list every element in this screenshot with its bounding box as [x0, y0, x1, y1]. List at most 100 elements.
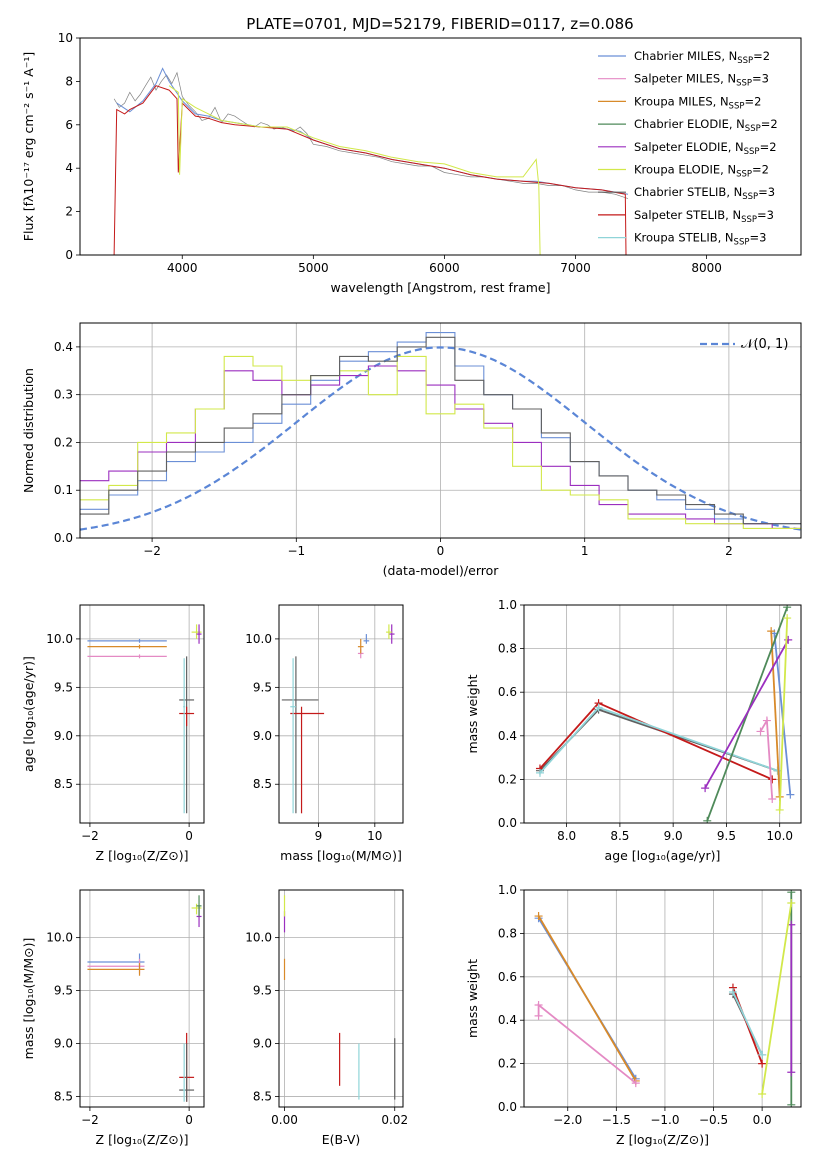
- y-tick-label: 6: [65, 118, 73, 132]
- x-axis-label: Z [log₁₀(Z/Z⊙)]: [96, 1132, 189, 1147]
- series-kroupa-elodie: [761, 902, 793, 1095]
- y-tick-label: 9.0: [253, 729, 272, 743]
- x-tick-label: 4000: [167, 261, 198, 275]
- y-axis-label: Normed distribution: [21, 368, 36, 493]
- data-point: [783, 605, 792, 612]
- y-tick-label: 0.4: [498, 1013, 517, 1027]
- axes-frame: [523, 889, 802, 1108]
- series-chabrier-miles: [116, 67, 629, 195]
- y-axis-label: mass weight: [465, 959, 480, 1038]
- chart-mass-vs-z: −2 0 8.5 9.0 9.5 10.0 Z [log₁₀(Z/Z⊙)] mass [log…: [21, 889, 205, 1147]
- chart-age-vs-z: −2 0 8.5 9.0 9.5 10.0 Z [log₁₀(Z/Z⊙)] age [log₁…: [21, 604, 205, 863]
- axes-frame: [278, 889, 404, 1108]
- data-point: [787, 899, 796, 908]
- legend-label: Kroupa MILES, NSSP=2: [634, 94, 761, 111]
- y-axis-label: mass weight: [465, 674, 480, 753]
- x-tick-label: 10.0: [766, 829, 793, 843]
- x-tick-label: 6000: [429, 261, 460, 275]
- data-point: [535, 768, 544, 777]
- data-point: [787, 1068, 796, 1077]
- errorbar-kroupa-miles: [357, 638, 364, 654]
- y-tick-label: 0.0: [54, 531, 73, 545]
- errorbar-salpeter-stelib: [179, 706, 195, 727]
- y-tick-label: 0.2: [54, 435, 73, 449]
- y-tick-label: 8.5: [54, 1089, 73, 1103]
- x-axis-label: mass [log₁₀(M/M⊙)]: [280, 848, 402, 863]
- x-tick-label: −2: [143, 544, 161, 558]
- series-salpeter-miles: [759, 717, 774, 800]
- data-point: [756, 727, 765, 736]
- legend-label: Salpeter MILES, NSSP=3: [634, 72, 769, 89]
- y-tick-label: 8.5: [54, 777, 73, 791]
- x-tick-label: 9: [315, 829, 323, 843]
- x-tick-label: 9.0: [664, 829, 683, 843]
- x-tick-label: 7000: [560, 261, 591, 275]
- y-tick-label: 8: [65, 74, 73, 88]
- data-point: [768, 795, 777, 804]
- y-tick-label: 9.0: [54, 1036, 73, 1050]
- errorbar-kroupa-stelib: [183, 1043, 186, 1102]
- chart-residuals: −2 −1 0 1 2 0.0 0.1 0.2 0.3 0.4 (data-model)/error…: [21, 322, 802, 578]
- errorbar-kroupa-stelib: [183, 658, 186, 814]
- data-point: [787, 890, 796, 897]
- y-tick-label: 0.4: [498, 729, 517, 743]
- errorbar-kroupa-elodie: [386, 624, 392, 639]
- y-tick-label: 0.6: [498, 685, 517, 699]
- y-tick-label: 10.0: [245, 931, 272, 945]
- x-tick-label: −1.5: [602, 1113, 631, 1127]
- x-tick-label: −1: [287, 544, 305, 558]
- legend-label: Chabrier ELODIE, NSSP=2: [634, 117, 778, 134]
- errorbar-salpeter-miles: [87, 958, 145, 974]
- legend-label: Salpeter ELODIE, NSSP=2: [634, 140, 777, 157]
- series-kroupa-miles: [770, 631, 781, 797]
- series-kroupa-stelib: [539, 706, 778, 774]
- axes-frame: [79, 604, 205, 824]
- data-point: [758, 1089, 767, 1098]
- axes-frame: [79, 37, 802, 256]
- x-tick-label: 8000: [691, 261, 722, 275]
- y-tick-label: 10: [58, 31, 73, 45]
- x-axis-label: (data-model)/error: [383, 563, 500, 578]
- y-tick-label: 9.0: [253, 1036, 272, 1050]
- plot-area: [535, 605, 795, 823]
- data-point: [786, 790, 795, 799]
- errorbar-salpeter-elodie: [388, 624, 395, 644]
- y-tick-label: 0.8: [498, 642, 517, 656]
- data-point: [758, 1059, 767, 1068]
- x-tick-label: 0.00: [271, 1113, 298, 1127]
- data-point: [631, 1079, 640, 1088]
- x-tick-label: 0.0: [753, 1113, 772, 1127]
- x-tick-label: 10: [367, 829, 382, 843]
- series-data: [113, 71, 629, 199]
- chart-weight-vs-z: −2.0 −1.5 −1.0 −0.5 0.0 0.0 0.2 0.4 0.6 0.8 1.0 Z […: [465, 883, 802, 1147]
- errorbar-chabrier-miles: [87, 953, 145, 970]
- data-point: [701, 784, 710, 793]
- errorbar-salpeter-elodie: [196, 624, 202, 644]
- data-point: [767, 627, 776, 636]
- x-tick-label: −0.5: [699, 1113, 728, 1127]
- y-tick-label: 0.2: [498, 772, 517, 786]
- series-chabrier-stelib: [539, 708, 778, 772]
- errorbar-kroupa-stelib: [290, 658, 296, 814]
- errorbar-chabrier-stelib: [179, 656, 195, 814]
- y-tick-label: 9.5: [253, 984, 272, 998]
- data-point: [787, 1100, 796, 1107]
- y-tick-label: 0.1: [54, 483, 73, 497]
- y-tick-label: 0.3: [54, 388, 73, 402]
- x-axis-label: wavelength [Angstrom, rest frame]: [330, 280, 550, 295]
- y-tick-label: 2: [65, 205, 73, 219]
- x-tick-label: 0: [185, 1113, 193, 1127]
- y-tick-label: 0.0: [498, 816, 517, 830]
- errorbar-chabrier-elodie: [196, 895, 202, 917]
- y-tick-label: 9.5: [54, 984, 73, 998]
- data-point: [534, 1011, 543, 1020]
- x-tick-label: −2: [81, 829, 99, 843]
- data-point: [762, 716, 771, 725]
- chart-spectrum: 4000 5000 6000 7000 8000 0 2 4 6 8 10 wavelength [A…: [21, 31, 802, 295]
- errorbar-salpeter-miles: [87, 654, 167, 659]
- y-axis-label: Flux [fλ10⁻¹⁷ erg cm⁻² s⁻¹ A⁻¹]: [21, 52, 36, 241]
- x-axis-label: Z [log₁₀(Z/Z⊙)]: [616, 1132, 709, 1147]
- x-tick-label: 9.5: [717, 829, 736, 843]
- axes-frame: [79, 889, 205, 1108]
